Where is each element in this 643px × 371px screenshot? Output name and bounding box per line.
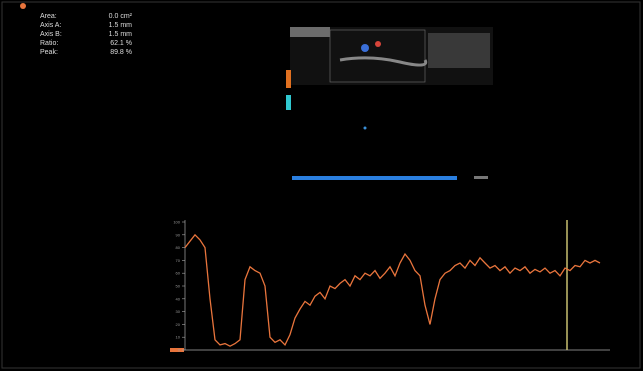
ultrasound-image [286, 27, 493, 180]
progress-label [474, 176, 488, 179]
color-scale-cyan [286, 95, 291, 110]
y-tick-label: 60 [176, 271, 181, 276]
measurements: Area: 0.0 cm² Axis A: 1.5 mm Axis B: 1.5 mm Ra… [40, 13, 133, 56]
doppler-blue [361, 44, 369, 52]
y-tick-label: 10 [176, 335, 181, 340]
axis-start-marker [170, 348, 184, 352]
y-tick-label: 100 [173, 220, 180, 225]
measurement-label: Area: [40, 13, 57, 20]
y-tick-label: 0 [178, 348, 181, 353]
dot [363, 126, 367, 130]
vessel [339, 56, 428, 67]
y-tick-label: 50 [176, 284, 181, 289]
measurement-label: Peak: [40, 49, 58, 56]
plot: 0 10 20 30 40 50 60 70 80 90 100 [173, 220, 601, 353]
measurement-value: 1.5 mm [109, 31, 133, 38]
roi-box [329, 29, 426, 83]
y-tick-label: 80 [176, 245, 181, 250]
progress-bar [292, 176, 457, 180]
image-header [290, 27, 330, 37]
measurement-value: 1.5 mm [109, 22, 133, 29]
measurement-label: Axis A: [40, 22, 61, 29]
measurement-label: Ratio: [40, 40, 58, 47]
y-tick-label: 20 [176, 322, 181, 327]
trace-line [184, 233, 601, 347]
doppler-red [375, 41, 381, 47]
color-scale-red [286, 70, 291, 88]
tissue [428, 33, 490, 68]
y-tick-label: 30 [176, 309, 181, 314]
measurement-value: 0.0 cm² [109, 13, 133, 20]
y-tick-label: 40 [176, 296, 181, 301]
measurement-value: 89.8 % [110, 49, 132, 56]
measurement-label: Axis B: [40, 31, 62, 38]
y-tick-label: 70 [176, 258, 181, 263]
measurement-value: 62.1 % [110, 40, 132, 47]
y-tick-label: 90 [176, 232, 181, 237]
roi-icon [20, 3, 26, 9]
